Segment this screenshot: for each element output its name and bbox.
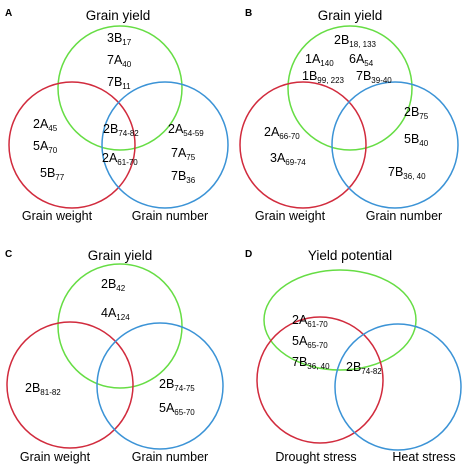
panel-letter-b: B xyxy=(245,8,252,19)
panel-c-top-label: Grain yield xyxy=(88,248,153,263)
panel-b-left-only-item: 3A69-74 xyxy=(270,151,306,167)
panel-b-right-circle xyxy=(331,81,459,209)
panel-a-right-label: Grain number xyxy=(132,209,208,223)
panel-a-left-right-item: 2A61-70 xyxy=(102,151,138,167)
panel-c-right-only-item: 5A65-70 xyxy=(159,401,195,417)
panel-a-top-only-item: 7A40 xyxy=(107,53,132,69)
panel-b-top-only-item: 7B39-40 xyxy=(356,69,392,85)
panel-c-right-only-item: 2B74-75 xyxy=(159,377,195,393)
panel-a-top-label: Grain yield xyxy=(86,8,151,23)
panel-c-left-label: Grain weight xyxy=(20,450,91,464)
panel-c-right-label: Grain number xyxy=(132,450,208,464)
panel-b-right-only-item: 5B40 xyxy=(404,132,429,148)
panel-b-top-only-item: 1A140 xyxy=(305,52,334,68)
panel-letter-a: A xyxy=(5,8,12,19)
panel-c: C Grain yield Grain weight Grain number … xyxy=(5,248,224,464)
panel-a-left-only-item: 5A70 xyxy=(33,139,58,155)
panel-b-top-circle xyxy=(287,25,413,151)
panel-a-left-only-item: 5B77 xyxy=(40,166,65,182)
panel-b-left-circle xyxy=(239,81,367,209)
panel-d-left-label: Drought stress xyxy=(275,450,356,464)
panel-c-top-only-item: 4A124 xyxy=(101,306,130,322)
panel-d-top-left-item: 2A61-70 xyxy=(292,313,328,329)
panel-a-left-circle xyxy=(8,81,136,209)
panel-a-top-circle xyxy=(57,25,183,151)
panel-c-left-only-item: 2B81-82 xyxy=(25,381,61,397)
panel-a-right-only-item: 7A75 xyxy=(171,146,196,162)
panel-d-right-label: Heat stress xyxy=(392,450,455,464)
panel-d-top-label: Yield potential xyxy=(308,248,392,263)
panel-a: A Grain yield Grain weight Grain number … xyxy=(5,8,229,223)
panel-b-right-only-item: 2B75 xyxy=(404,105,429,121)
panel-b: B Grain yield Grain weight Grain number … xyxy=(239,8,459,223)
panel-a-all-three-item: 2B74-82 xyxy=(103,122,139,138)
panel-d-right-circle xyxy=(334,323,462,451)
panel-b-top-label: Grain yield xyxy=(318,8,383,23)
panel-b-left-label: Grain weight xyxy=(255,209,326,223)
panel-c-right-circle xyxy=(96,322,224,450)
panel-b-left-only-item: 2A66-70 xyxy=(264,125,300,141)
panel-d-left-circle xyxy=(256,316,384,444)
panel-letter-d: D xyxy=(245,249,252,260)
panel-a-left-only-item: 2A45 xyxy=(33,117,58,133)
panel-b-top-only-item: 6A54 xyxy=(349,52,374,68)
panel-a-right-only-item: 2A54-59 xyxy=(168,122,204,138)
panel-c-left-circle xyxy=(6,321,134,449)
panel-b-right-only-item: 7B36, 40 xyxy=(388,165,426,181)
panel-a-right-circle xyxy=(101,81,229,209)
panel-a-top-only-item: 7B11 xyxy=(107,75,131,91)
panel-b-right-label: Grain number xyxy=(366,209,442,223)
panel-d-top-ellipse xyxy=(263,269,417,371)
panel-d-left-right-item: 2B74-82 xyxy=(346,360,382,376)
panel-a-top-only-item: 3B17 xyxy=(107,31,132,47)
panel-c-top-only-item: 2B42 xyxy=(101,277,126,293)
panel-d-top-left-item: 5A65-70 xyxy=(292,334,328,350)
panel-b-top-only-item: 1B99, 223 xyxy=(302,69,345,85)
panel-b-top-only-item: 2B18, 133 xyxy=(334,33,377,49)
panel-d: D Yield potential Drought stress Heat st… xyxy=(245,248,462,464)
panel-a-right-only-item: 7B36 xyxy=(171,169,196,185)
panel-letter-c: C xyxy=(5,249,12,260)
panel-d-top-left-item: 7B36, 40 xyxy=(292,355,330,371)
panel-a-left-label: Grain weight xyxy=(22,209,93,223)
panel-c-top-circle xyxy=(57,263,183,389)
